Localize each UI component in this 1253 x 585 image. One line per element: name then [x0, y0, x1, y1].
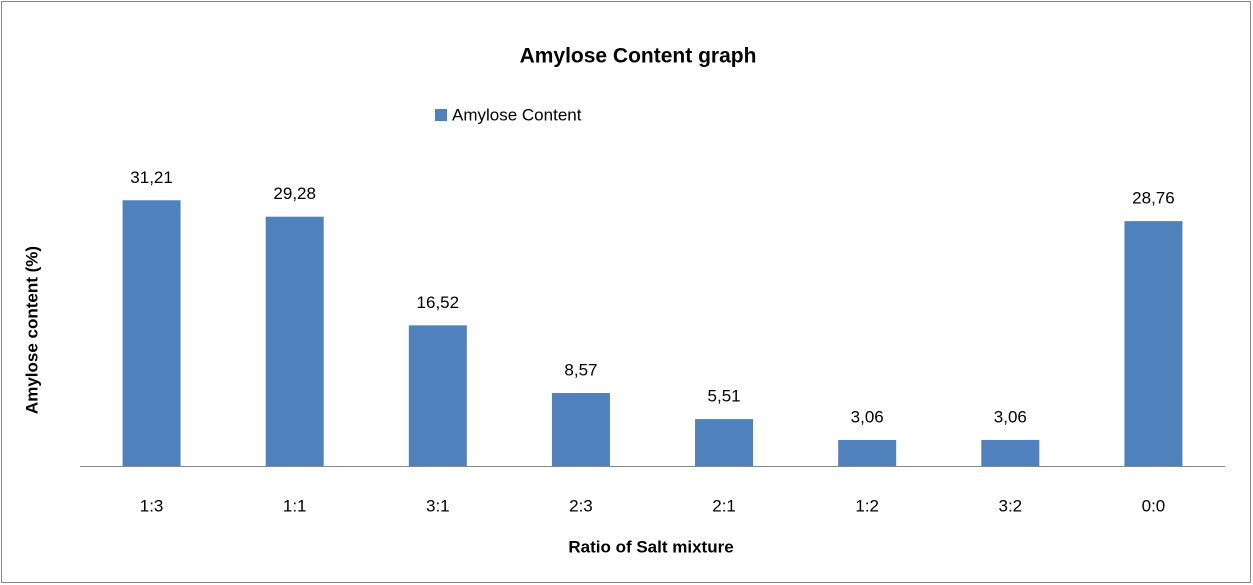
data-label: 29,28 [273, 184, 316, 203]
bar [1124, 221, 1183, 466]
x-tick-label: 1:1 [283, 496, 307, 515]
bar [838, 439, 897, 466]
x-tick-label: 1:3 [140, 496, 164, 515]
data-label: 3,06 [994, 407, 1027, 426]
x-axis-label: Ratio of Salt mixture [568, 537, 733, 556]
x-tick-label: 3:2 [998, 496, 1022, 515]
data-label: 5,51 [708, 387, 741, 406]
data-label: 3,06 [851, 407, 884, 426]
x-tick-label: 3:1 [426, 496, 450, 515]
y-axis-label: Amylose content (%) [22, 246, 41, 414]
bar [981, 439, 1040, 466]
legend-label: Amylose Content [452, 105, 582, 124]
data-label: 8,57 [564, 361, 597, 380]
x-tick-label: 2:3 [569, 496, 593, 515]
data-label: 16,52 [417, 293, 460, 312]
bar [408, 325, 467, 466]
data-label: 31,21 [130, 168, 173, 187]
bar [551, 393, 610, 466]
data-label: 28,76 [1132, 189, 1175, 208]
bar [265, 216, 324, 466]
legend-swatch [435, 109, 447, 121]
x-tick-label: 2:1 [712, 496, 736, 515]
bar [695, 419, 754, 466]
chart-title: Amylose Content graph [520, 45, 757, 68]
x-tick-label: 0:0 [1142, 496, 1166, 515]
x-tick-label: 1:2 [855, 496, 879, 515]
bar [122, 200, 181, 466]
